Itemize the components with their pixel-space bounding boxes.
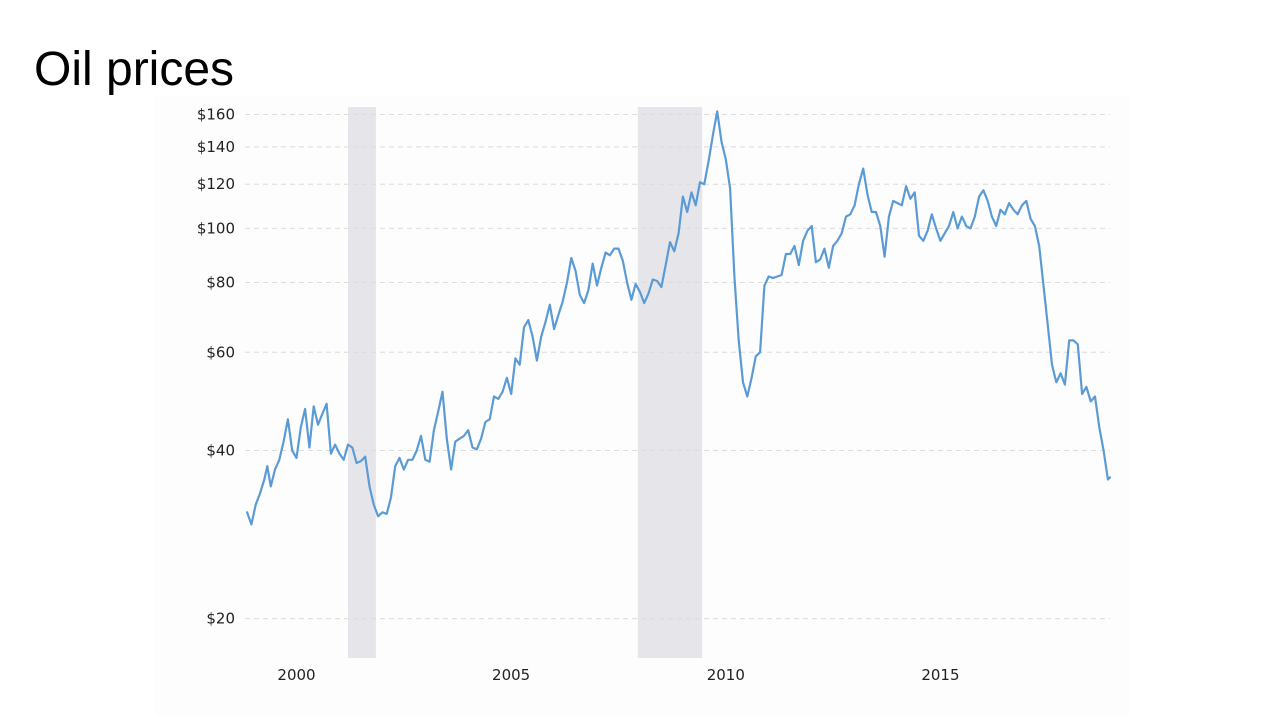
x-tick-label: 2015 xyxy=(921,666,959,684)
y-tick-label: $140 xyxy=(197,138,235,156)
y-axis-ticks: $20 $40 $60 $80 $100 $120 $140 $160 xyxy=(197,105,235,627)
recession-band-0 xyxy=(348,107,376,658)
x-tick-label: 2000 xyxy=(277,666,315,684)
y-tick-label: $160 xyxy=(197,105,235,123)
y-tick-label: $100 xyxy=(197,219,235,237)
recession-bands xyxy=(348,107,703,658)
y-tick-label: $20 xyxy=(206,610,235,628)
y-tick-label: $120 xyxy=(197,175,235,193)
recession-band-1 xyxy=(637,107,703,658)
y-tick-label: $80 xyxy=(206,274,235,292)
gridlines xyxy=(245,113,1110,620)
series-line-0 xyxy=(246,110,1112,526)
x-tick-label: 2010 xyxy=(707,666,745,684)
chart-frame: $20 $40 $60 $80 $100 $120 $140 $160 2000 2005 201… xyxy=(155,95,1130,715)
slide-title: Oil prices xyxy=(34,43,235,96)
series-layer xyxy=(246,110,1112,526)
x-axis-ticks: 2000 2005 2010 2015 xyxy=(277,666,959,684)
y-tick-label: $60 xyxy=(206,343,235,361)
x-tick-label: 2005 xyxy=(492,666,530,684)
oil-price-chart: $20 $40 $60 $80 $100 $120 $140 $160 2000 2005 201… xyxy=(197,105,1112,684)
y-tick-label: $40 xyxy=(206,442,235,460)
